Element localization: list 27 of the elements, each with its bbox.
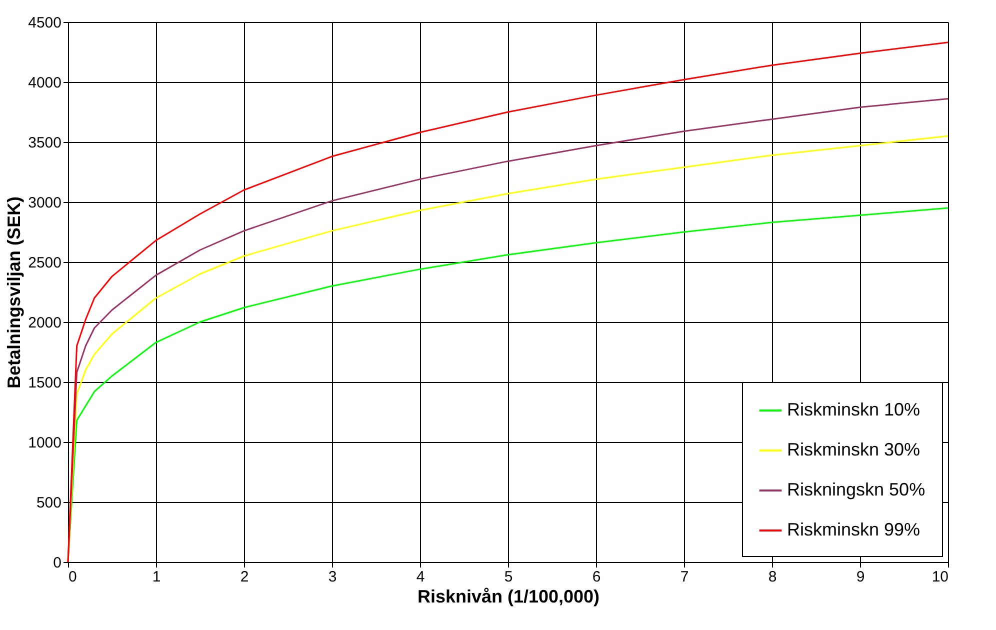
legend-label: Riskminskn 99% <box>787 520 920 540</box>
x-tick-label: 2 <box>240 568 249 586</box>
y-tick-label: 500 <box>36 494 62 512</box>
x-tick-label: 1 <box>152 568 161 586</box>
x-tick-label: 6 <box>592 568 601 586</box>
y-tick-label: 3500 <box>28 134 62 152</box>
legend-label: Riskningskn 50% <box>787 480 926 500</box>
y-tick-label: 0 <box>53 554 62 572</box>
x-tick-label: 7 <box>680 568 689 586</box>
y-tick-label: 4000 <box>28 74 62 92</box>
y-tick-label: 2500 <box>28 254 62 272</box>
x-tick-label: 9 <box>856 568 865 586</box>
y-tick-label: 1000 <box>28 434 62 452</box>
legend-label: Riskminskn 10% <box>787 400 920 420</box>
y-tick-label: 4500 <box>28 14 62 32</box>
y-tick-label: 1500 <box>28 374 62 392</box>
legend-label: Riskminskn 30% <box>787 440 920 460</box>
x-tick-label: 8 <box>768 568 777 586</box>
y-tick-label: 2000 <box>28 314 62 332</box>
x-tick-label: 0 <box>68 568 77 586</box>
y-axis-title: Betalningsviljan (SEK) <box>4 196 24 389</box>
x-tick-label: 10 <box>932 568 948 586</box>
x-tick-label: 3 <box>328 568 337 586</box>
x-tick-label: 4 <box>416 568 425 586</box>
y-tick-label: 3000 <box>28 194 62 212</box>
x-axis-title: Risknivån (1/100,000) <box>417 586 600 606</box>
x-tick-label: 5 <box>504 568 513 586</box>
